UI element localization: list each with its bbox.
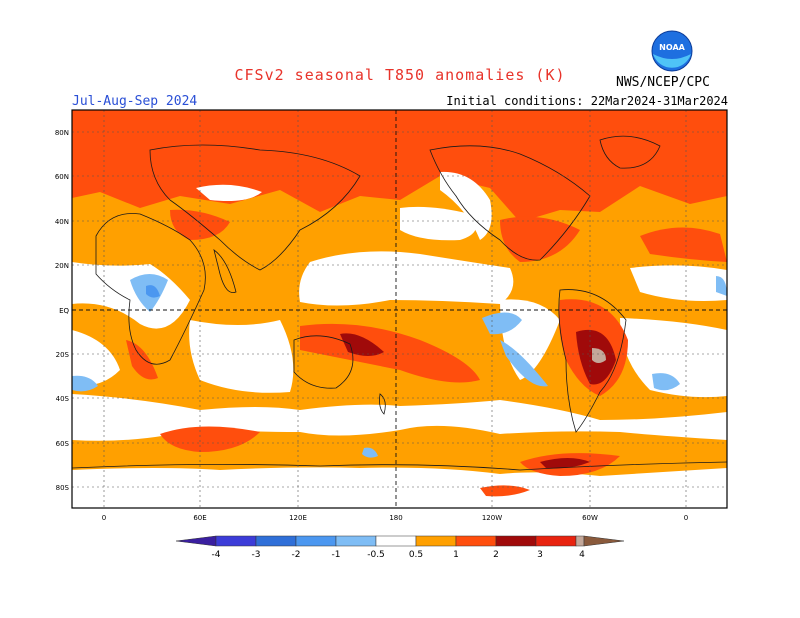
colorbar-swatch-p1-2 bbox=[455, 535, 497, 547]
colorbar-swatch-p4-5 bbox=[575, 535, 585, 547]
lat-label-80n: 80N bbox=[55, 129, 69, 137]
colorbar-swatch-lt-m4 bbox=[175, 535, 217, 547]
anomaly-field bbox=[72, 110, 727, 508]
colorbar-label: 3 bbox=[537, 550, 543, 560]
lon-label-120w: 120W bbox=[482, 514, 502, 522]
colorbar-label: 2 bbox=[493, 550, 499, 560]
lon-label-180: 180 bbox=[389, 514, 402, 522]
colorbar-swatch-neutral bbox=[375, 535, 417, 547]
season-label: Jul-Aug-Sep 2024 bbox=[72, 94, 198, 109]
lon-label-120e: 120E bbox=[289, 514, 307, 522]
lat-label-60n: 60N bbox=[55, 173, 69, 181]
colorbar-label: -0.5 bbox=[367, 550, 385, 560]
colorbar-label: -3 bbox=[252, 550, 261, 560]
equator-dateline bbox=[72, 110, 727, 508]
lon-label-60e: 60E bbox=[193, 514, 206, 522]
lat-label-80s: 80S bbox=[56, 484, 70, 492]
colorbar-swatch-p2-3 bbox=[495, 535, 537, 547]
colorbar-label: 0.5 bbox=[409, 550, 423, 560]
map-title: CFSv2 seasonal T850 anomalies (K) bbox=[234, 66, 566, 84]
lon-label-60w: 60W bbox=[582, 514, 598, 522]
lat-label-eq: EQ bbox=[59, 307, 69, 315]
lat-label-20s: 20S bbox=[56, 351, 70, 359]
colorbar-swatch-m2-m1 bbox=[295, 535, 337, 547]
lat-lon-grid bbox=[72, 110, 727, 508]
initial-conditions-label: Initial conditions: 22Mar2024-31Mar2024 bbox=[446, 94, 728, 108]
lon-label-0-east: 0 bbox=[684, 514, 688, 522]
colorbar-label: -2 bbox=[292, 550, 301, 560]
colorbar-label: -4 bbox=[212, 550, 221, 560]
colorbar-swatch-gt-5 bbox=[583, 535, 625, 547]
lat-label-40s: 40S bbox=[56, 395, 70, 403]
lat-label-40n: 40N bbox=[55, 218, 69, 226]
lon-label-0: 0 bbox=[102, 514, 106, 522]
colorbar bbox=[175, 535, 625, 547]
coastlines bbox=[72, 135, 727, 471]
colorbar-label: 1 bbox=[453, 550, 459, 560]
colorbar-swatch-m3-m2 bbox=[255, 535, 297, 547]
lat-label-60s: 60S bbox=[56, 440, 70, 448]
colorbar-swatch-m1-m05 bbox=[335, 535, 377, 547]
colorbar-label: 4 bbox=[579, 550, 585, 560]
noaa-logo: NOAA bbox=[651, 30, 693, 72]
colorbar-swatch-p05-1 bbox=[415, 535, 457, 547]
colorbar-swatch-p3-4 bbox=[535, 535, 577, 547]
noaa-logo-wave bbox=[653, 54, 691, 68]
colorbar-label: -1 bbox=[332, 550, 341, 560]
lat-label-20n: 20N bbox=[55, 262, 69, 270]
map-frame bbox=[71, 109, 728, 509]
colorbar-swatch-m4-m3 bbox=[215, 535, 257, 547]
agency-label: NWS/NCEP/CPC bbox=[616, 75, 710, 90]
noaa-logo-text: NOAA bbox=[659, 43, 685, 52]
